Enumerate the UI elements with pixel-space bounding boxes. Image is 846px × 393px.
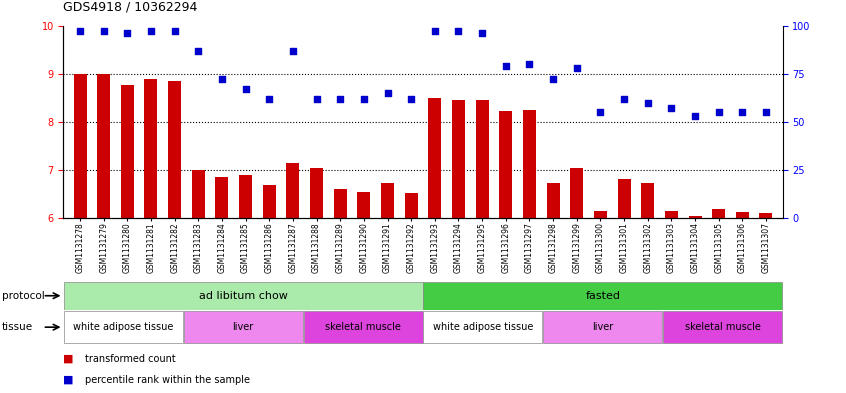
Text: protocol: protocol xyxy=(2,291,45,301)
Bar xyxy=(64,312,183,343)
Bar xyxy=(424,282,782,310)
Bar xyxy=(618,179,630,218)
Point xyxy=(641,99,655,106)
Point xyxy=(618,95,631,102)
Point xyxy=(262,95,276,102)
Bar xyxy=(310,167,323,218)
Bar xyxy=(665,211,678,218)
Bar xyxy=(712,209,725,218)
Text: ■: ■ xyxy=(63,375,74,385)
Bar xyxy=(74,73,86,218)
Bar xyxy=(760,213,772,218)
Point xyxy=(547,76,560,83)
Bar xyxy=(239,175,252,218)
Bar xyxy=(168,81,181,218)
Point xyxy=(404,95,418,102)
Bar xyxy=(523,110,536,218)
Bar xyxy=(594,211,607,218)
Bar xyxy=(263,185,276,218)
Point xyxy=(665,105,678,112)
Bar xyxy=(428,98,442,218)
Point xyxy=(74,28,87,35)
Bar xyxy=(216,177,228,218)
Point xyxy=(357,95,371,102)
Text: white adipose tissue: white adipose tissue xyxy=(433,322,533,332)
Point xyxy=(523,61,536,67)
Bar xyxy=(424,312,542,343)
Bar xyxy=(570,167,583,218)
Point xyxy=(239,86,252,92)
Text: transformed count: transformed count xyxy=(85,354,175,364)
Point xyxy=(735,109,749,116)
Bar xyxy=(64,282,422,310)
Bar xyxy=(641,184,654,218)
Point xyxy=(310,95,323,102)
Bar xyxy=(357,192,371,218)
Bar xyxy=(499,111,513,218)
Bar xyxy=(121,85,134,218)
Point xyxy=(120,30,134,37)
Point xyxy=(594,109,607,116)
Bar xyxy=(145,79,157,218)
Point xyxy=(215,76,228,83)
Bar xyxy=(97,73,110,218)
Bar xyxy=(304,312,422,343)
Text: tissue: tissue xyxy=(2,322,33,332)
Point xyxy=(286,48,299,54)
Bar xyxy=(663,312,782,343)
Point xyxy=(381,90,394,96)
Text: GDS4918 / 10362294: GDS4918 / 10362294 xyxy=(63,1,198,14)
Bar xyxy=(543,312,662,343)
Text: fasted: fasted xyxy=(585,291,620,301)
Point xyxy=(97,28,111,35)
Point xyxy=(499,63,513,69)
Point xyxy=(452,28,465,35)
Bar xyxy=(452,100,465,218)
Text: white adipose tissue: white adipose tissue xyxy=(74,322,173,332)
Bar xyxy=(689,216,701,218)
Point xyxy=(428,28,442,35)
Text: liver: liver xyxy=(592,322,613,332)
Point xyxy=(712,109,726,116)
Point xyxy=(759,109,772,116)
Text: ■: ■ xyxy=(63,354,74,364)
Text: liver: liver xyxy=(233,322,254,332)
Text: skeletal muscle: skeletal muscle xyxy=(325,322,401,332)
Bar xyxy=(736,212,749,218)
Bar xyxy=(184,312,303,343)
Text: skeletal muscle: skeletal muscle xyxy=(684,322,761,332)
Bar xyxy=(475,100,489,218)
Point xyxy=(168,28,181,35)
Bar xyxy=(192,170,205,218)
Point xyxy=(333,95,347,102)
Point xyxy=(570,65,584,71)
Point xyxy=(191,48,205,54)
Bar xyxy=(404,193,418,218)
Point xyxy=(475,30,489,37)
Point xyxy=(689,113,702,119)
Text: ad libitum chow: ad libitum chow xyxy=(199,291,288,301)
Point xyxy=(144,28,157,35)
Bar xyxy=(547,184,559,218)
Bar xyxy=(333,189,347,218)
Text: percentile rank within the sample: percentile rank within the sample xyxy=(85,375,250,385)
Bar xyxy=(287,163,299,218)
Bar xyxy=(381,184,394,218)
